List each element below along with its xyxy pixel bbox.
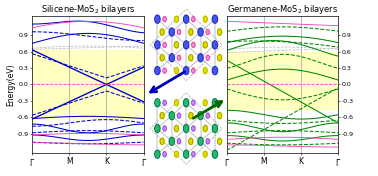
Title: Silicene-MoS$_2$ bilayers: Silicene-MoS$_2$ bilayers [40, 3, 135, 16]
Circle shape [183, 15, 189, 23]
Circle shape [183, 99, 189, 107]
Circle shape [189, 138, 193, 144]
Circle shape [212, 99, 218, 107]
Circle shape [192, 126, 195, 131]
Circle shape [163, 17, 166, 22]
Circle shape [192, 100, 195, 105]
Circle shape [183, 150, 189, 158]
Circle shape [203, 151, 207, 157]
Circle shape [174, 100, 178, 106]
Bar [227, 52, 338, 109]
Circle shape [177, 139, 181, 144]
Circle shape [218, 55, 222, 61]
Circle shape [155, 99, 160, 107]
Circle shape [212, 150, 218, 158]
Circle shape [160, 29, 164, 35]
Circle shape [198, 112, 203, 120]
Circle shape [160, 138, 164, 144]
Circle shape [206, 29, 209, 35]
Circle shape [189, 112, 193, 119]
Circle shape [203, 125, 207, 132]
Circle shape [174, 125, 178, 132]
Circle shape [160, 55, 164, 61]
Circle shape [155, 41, 160, 49]
Circle shape [206, 113, 209, 118]
Circle shape [160, 29, 164, 35]
Circle shape [183, 124, 189, 133]
Circle shape [189, 138, 193, 144]
Circle shape [192, 42, 195, 48]
Circle shape [183, 67, 189, 75]
Circle shape [169, 137, 174, 145]
Circle shape [169, 28, 174, 36]
Circle shape [174, 68, 178, 74]
Circle shape [160, 112, 164, 119]
Circle shape [218, 138, 222, 144]
Circle shape [206, 139, 209, 144]
Circle shape [155, 150, 160, 158]
Circle shape [212, 124, 218, 133]
Circle shape [177, 55, 181, 60]
Circle shape [163, 42, 166, 48]
Circle shape [189, 29, 193, 35]
Circle shape [163, 126, 166, 131]
Circle shape [218, 138, 222, 144]
Circle shape [177, 113, 181, 118]
Circle shape [183, 41, 189, 49]
Circle shape [218, 29, 222, 35]
Circle shape [163, 100, 166, 105]
Circle shape [155, 15, 160, 23]
Circle shape [169, 54, 174, 62]
Circle shape [189, 55, 193, 61]
Circle shape [203, 68, 207, 74]
Circle shape [189, 55, 193, 61]
Circle shape [192, 152, 195, 157]
Circle shape [169, 112, 174, 120]
Circle shape [192, 68, 195, 73]
Circle shape [174, 151, 178, 157]
Circle shape [203, 100, 207, 106]
Circle shape [212, 41, 218, 49]
Circle shape [163, 68, 166, 73]
Circle shape [198, 54, 203, 62]
Circle shape [203, 16, 207, 22]
Circle shape [174, 16, 178, 22]
Circle shape [155, 124, 160, 133]
Circle shape [198, 137, 203, 145]
Circle shape [212, 67, 218, 75]
Circle shape [163, 152, 166, 157]
Circle shape [160, 138, 164, 144]
Circle shape [212, 15, 218, 23]
Circle shape [218, 112, 222, 119]
Circle shape [177, 29, 181, 35]
Circle shape [189, 29, 193, 35]
Circle shape [198, 28, 203, 36]
Circle shape [218, 29, 222, 35]
Circle shape [155, 67, 160, 75]
Circle shape [218, 112, 222, 119]
Circle shape [206, 55, 209, 60]
Circle shape [160, 112, 164, 119]
Bar [32, 50, 144, 119]
Circle shape [189, 112, 193, 119]
Circle shape [192, 17, 195, 22]
Circle shape [203, 42, 207, 48]
Circle shape [160, 55, 164, 61]
Circle shape [203, 125, 207, 132]
Circle shape [174, 42, 178, 48]
Circle shape [203, 42, 207, 48]
Y-axis label: Energy(eV): Energy(eV) [6, 63, 15, 106]
Title: Germanene-MoS$_2$ bilayers: Germanene-MoS$_2$ bilayers [227, 3, 338, 16]
Circle shape [174, 42, 178, 48]
Circle shape [218, 55, 222, 61]
Circle shape [174, 125, 178, 132]
